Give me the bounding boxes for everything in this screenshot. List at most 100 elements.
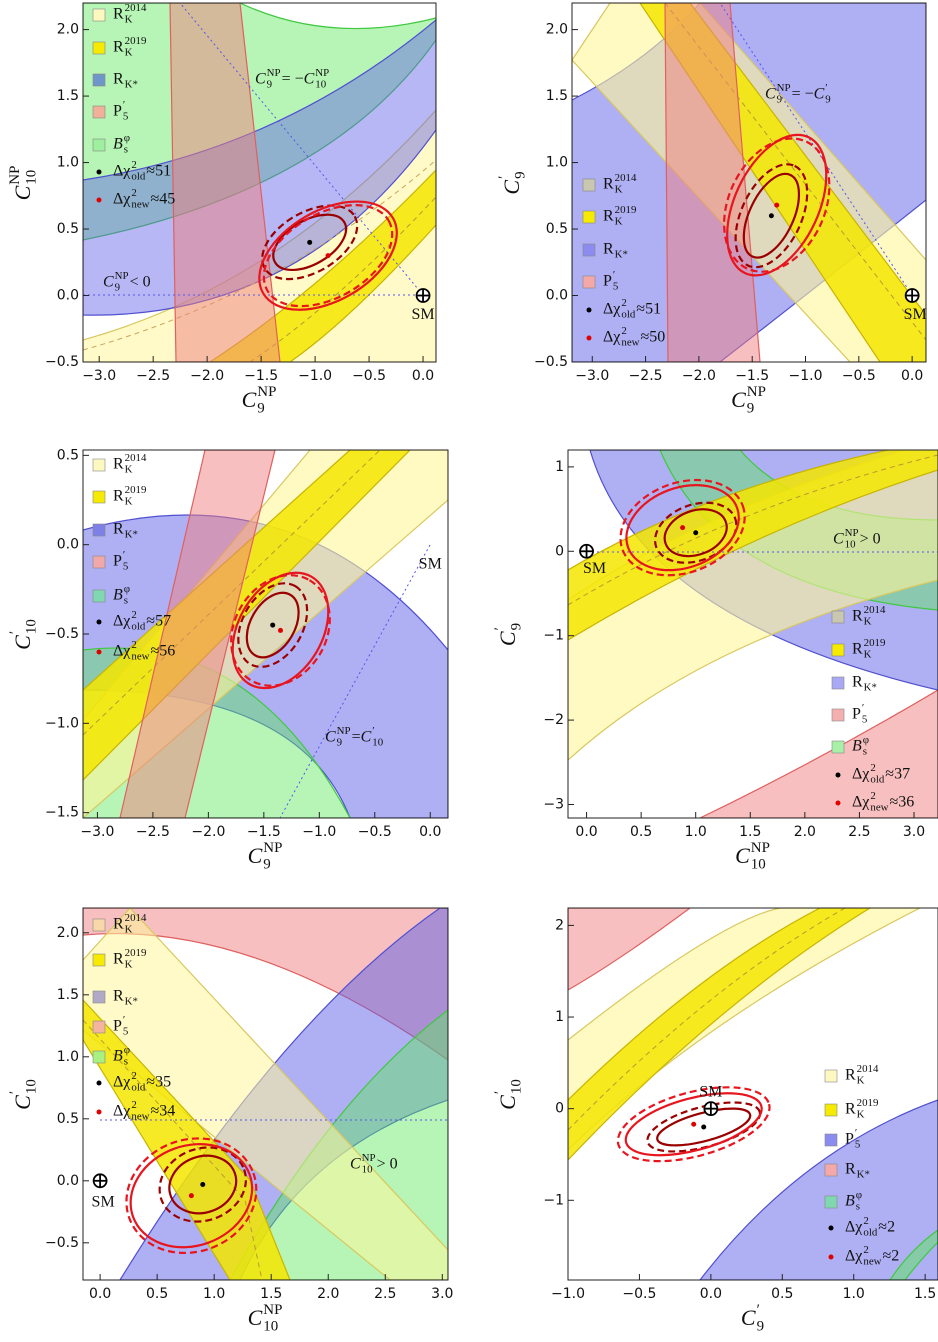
legend-dot bbox=[828, 1254, 834, 1260]
label-text: ≈ bbox=[151, 643, 160, 660]
sm-marker bbox=[904, 288, 920, 303]
label-text: R bbox=[603, 241, 614, 258]
label-text: = − bbox=[792, 86, 814, 103]
subscript: 5 bbox=[123, 1026, 129, 1038]
label-text: Δχ bbox=[113, 613, 131, 630]
subscript: new bbox=[863, 1256, 881, 1268]
y-tick-label: 0 bbox=[555, 1101, 564, 1117]
superscript: NP bbox=[777, 82, 791, 94]
x-tick-label: 0.5 bbox=[771, 1286, 793, 1302]
rich-text: P ′5 bbox=[852, 702, 868, 726]
x-tick-label: 1.0 bbox=[203, 1286, 225, 1302]
rich-text: C′9 bbox=[741, 1302, 764, 1334]
rich-text: C′9 bbox=[492, 623, 524, 646]
rich-text: C NP9 bbox=[248, 840, 283, 872]
superscript: 2 bbox=[131, 159, 136, 171]
superscript: NP bbox=[7, 166, 23, 185]
label-text: R bbox=[603, 208, 614, 225]
superscript: 2014 bbox=[615, 172, 637, 184]
y-tick-label: 1.5 bbox=[57, 987, 79, 1003]
y-tick-label: 2 bbox=[555, 917, 564, 933]
x-tick-label: 2.5 bbox=[848, 824, 870, 840]
y-tick-label: 2.0 bbox=[57, 925, 79, 941]
rich-text: P ′5 bbox=[113, 549, 129, 573]
label-text: C bbox=[741, 1305, 756, 1330]
plot-frame bbox=[567, 907, 938, 1281]
label-text: C bbox=[10, 185, 35, 200]
label-text: Δχ bbox=[845, 1248, 863, 1265]
x-tick-label: −0.5 bbox=[352, 368, 386, 384]
y-axis-label: C′ 10 bbox=[7, 1079, 39, 1110]
x-tick-label: −1.5 bbox=[247, 824, 281, 840]
superscript: NP bbox=[337, 725, 351, 737]
bands bbox=[568, 450, 938, 818]
best-fit-point bbox=[325, 253, 331, 259]
sm-label: SM bbox=[583, 560, 606, 577]
superscript: ′ bbox=[123, 1014, 125, 1026]
superscript: NP bbox=[257, 384, 276, 400]
x-tick-label: 0.0 bbox=[901, 368, 923, 384]
legend-swatch bbox=[824, 1195, 838, 1209]
rich-text: C′9 bbox=[496, 171, 528, 194]
superscript: 2 bbox=[863, 1244, 868, 1256]
subscript: 9 bbox=[747, 400, 754, 416]
x-tick-label: 3.0 bbox=[431, 1286, 453, 1302]
subscript: 9 bbox=[337, 737, 342, 749]
x-tick-label: −2.0 bbox=[191, 824, 225, 840]
y-tick-label: 0.5 bbox=[57, 447, 79, 463]
sm-label: SM bbox=[904, 306, 927, 323]
x-tick-label: 2.5 bbox=[374, 1286, 396, 1302]
legend-swatch bbox=[582, 243, 596, 257]
bands bbox=[572, 3, 926, 362]
label-text: C bbox=[242, 387, 257, 412]
y-tick-label: 1.5 bbox=[57, 88, 79, 104]
legend-swatch bbox=[92, 990, 106, 1004]
legend-dot bbox=[835, 772, 841, 778]
subscript: 9 bbox=[512, 171, 528, 178]
label-text: C bbox=[833, 531, 844, 548]
label-text: C bbox=[325, 729, 336, 746]
superscript: 2 bbox=[131, 609, 136, 621]
legend-swatch bbox=[92, 458, 106, 472]
label-text: ≈ bbox=[146, 163, 155, 180]
legend-swatch bbox=[92, 555, 106, 569]
subscript: 5 bbox=[123, 561, 129, 573]
subscript: 10 bbox=[315, 79, 326, 91]
confidence-contour bbox=[624, 1092, 763, 1157]
plot-frame bbox=[82, 907, 449, 1281]
subscript: 5 bbox=[855, 1139, 861, 1151]
superscript: φ bbox=[124, 1044, 130, 1056]
label-text: = − bbox=[282, 71, 304, 88]
y-tick-label: 1 bbox=[555, 459, 564, 475]
legend-dot bbox=[586, 335, 592, 341]
band-p5 bbox=[699, 1099, 938, 1280]
rich-text: R K* bbox=[113, 521, 138, 541]
y-tick-label: −0.5 bbox=[45, 1235, 79, 1251]
x-tick-label: −1.5 bbox=[735, 368, 769, 384]
band-p5 bbox=[664, 3, 761, 362]
rich-text: R K* bbox=[603, 241, 628, 261]
label-text: R bbox=[845, 1161, 856, 1178]
legend-dot bbox=[586, 307, 592, 313]
x-tick-label: −1.0 bbox=[302, 824, 336, 840]
label-text: C bbox=[499, 180, 524, 195]
superscript: 2014 bbox=[857, 1063, 879, 1075]
label-text: ≈ bbox=[878, 1219, 887, 1236]
reference-line bbox=[179, 3, 424, 296]
label-text: P bbox=[845, 1131, 854, 1148]
label-text: ≈ bbox=[885, 766, 894, 783]
subscript: K bbox=[864, 616, 872, 628]
y-tick-label: 1.0 bbox=[546, 155, 568, 171]
legend-dot bbox=[96, 169, 102, 175]
subscript: s bbox=[863, 746, 867, 758]
label-text: C bbox=[255, 71, 266, 88]
